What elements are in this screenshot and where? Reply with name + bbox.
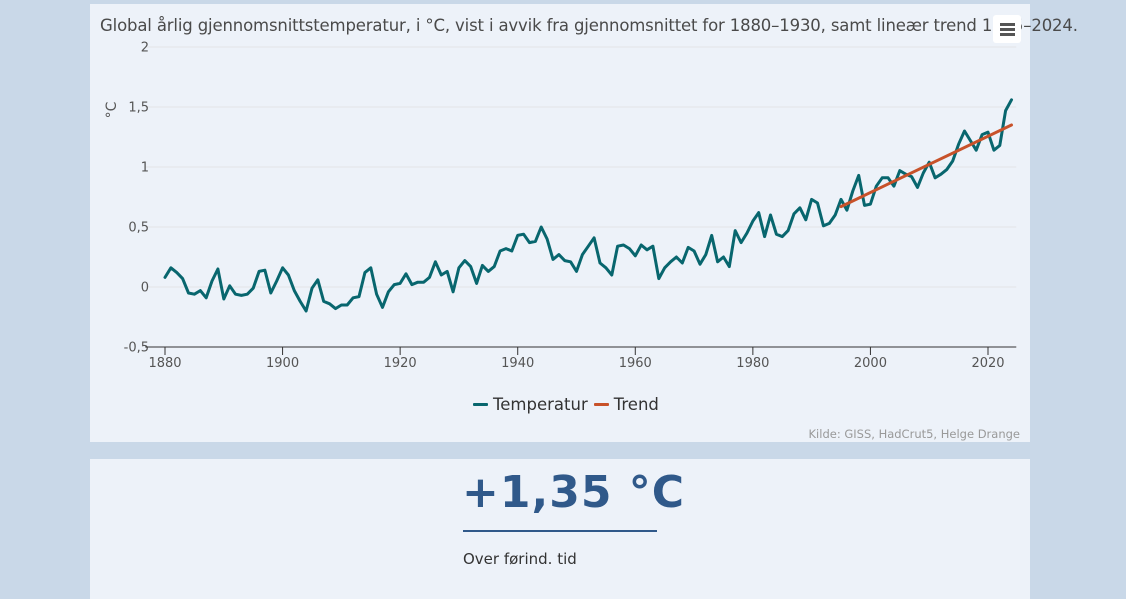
legend-label-trend: Trend — [613, 395, 659, 414]
stat-panel: +1,35 °C Over førind. tid — [90, 459, 1030, 599]
y-tick-label: 2 — [141, 41, 149, 56]
y-tick-label: -0,5 — [124, 341, 149, 356]
stat-divider — [463, 530, 657, 532]
line-chart: -0,5 0 0,5 1 1,5 2 1880 1900 1920 1940 1960 1980 20… — [104, 41, 1017, 371]
legend-label-temperatur: Temperatur — [493, 395, 588, 414]
y-tick-label: 1,5 — [128, 101, 149, 116]
hamburger-menu-icon — [1000, 23, 1015, 26]
chart-legend: Temperatur Trend — [473, 395, 665, 414]
y-axis-label: °C — [104, 101, 120, 118]
x-tick-label: 2020 — [971, 356, 1004, 371]
x-axis: 1880 1900 1920 1940 1960 1980 2000 2020 — [145, 346, 1017, 371]
hamburger-menu-icon-bar — [1000, 28, 1015, 31]
y-tick-label: 1 — [141, 161, 149, 176]
hamburger-menu-icon-bar — [1000, 33, 1015, 36]
x-tick-label: 1880 — [148, 356, 181, 371]
stat-caption: Over førind. tid — [463, 550, 577, 568]
series-layer — [163, 98, 1013, 313]
x-tick-label: 1960 — [619, 356, 652, 371]
chart-title: Global årlig gjennomsnittstemperatur, i … — [100, 16, 1078, 35]
x-tick-label: 2000 — [854, 356, 887, 371]
legend-swatch-trend — [593, 403, 609, 406]
x-tick-label: 1980 — [736, 356, 769, 371]
legend-swatch-temperatur — [473, 403, 488, 406]
y-axis-ticks: -0,5 0 0,5 1 1,5 2 — [124, 41, 149, 356]
y-tick-label: 0 — [141, 281, 149, 296]
x-tick-label: 1920 — [384, 356, 417, 371]
chart-credits[interactable]: Kilde: GISS, HadCrut5, Helge Drange — [808, 427, 1020, 441]
legend-item-trend[interactable]: Trend — [593, 395, 659, 414]
chart-panel: Global årlig gjennomsnittstemperatur, i … — [90, 4, 1078, 442]
temperature-anomaly-value: +1,35 °C — [462, 467, 686, 518]
chart-menu-button[interactable] — [993, 15, 1021, 43]
x-tick-label: 1940 — [501, 356, 534, 371]
series-line-trend[interactable] — [839, 123, 1013, 209]
x-tick-label: 1900 — [266, 356, 299, 371]
y-tick-label: 0,5 — [128, 221, 149, 236]
legend-item-temperatur[interactable]: Temperatur — [473, 395, 588, 414]
gridlines — [145, 46, 1017, 288]
series-line-temperatur[interactable] — [163, 98, 1013, 313]
